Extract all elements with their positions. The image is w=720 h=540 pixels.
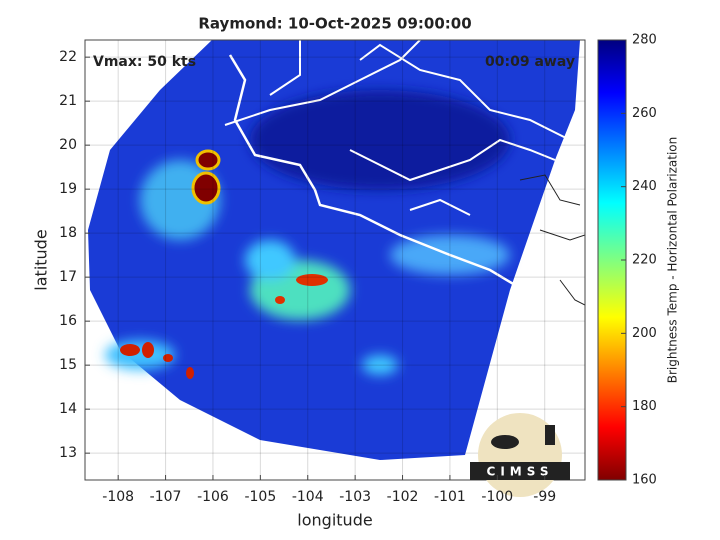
x-tick-label: -106: [197, 489, 229, 505]
x-tick-label: -105: [244, 489, 276, 505]
plot-frame: [84, 39, 586, 481]
y-tick-label: 14: [59, 401, 77, 417]
y-tick-label: 19: [59, 181, 77, 197]
y-tick-label: 22: [59, 49, 77, 65]
y-tick-label: 21: [59, 93, 77, 109]
y-tick-label: 20: [59, 137, 77, 153]
x-tick-label: -102: [387, 489, 419, 505]
annotation: Vmax: 50 kts: [93, 54, 196, 70]
x-tick-label: -99: [533, 489, 556, 505]
x-axis-label: longitude: [297, 511, 372, 530]
x-tick-label: -101: [434, 489, 466, 505]
annotation: 00:09 away: [485, 54, 575, 70]
colorbar-tick-label: 200: [632, 326, 657, 341]
y-axis-label: latitude: [32, 229, 51, 290]
colorbar-tick-label: 280: [632, 33, 657, 48]
y-tick-label: 16: [59, 313, 77, 329]
logo: CIMSS: [470, 413, 570, 497]
colorbar-tick-label: 160: [632, 473, 657, 488]
x-tick-label: -107: [150, 489, 182, 505]
y-tick-label: 18: [59, 225, 77, 241]
x-tick-label: -104: [292, 489, 324, 505]
swath: [88, 40, 585, 460]
y-tick-label: 13: [59, 445, 77, 461]
logo-text: CIMSS: [487, 465, 554, 479]
colorbar-label: Brightness Temp - Horizontal Polarizatio…: [666, 137, 680, 384]
colorbar-tick-label: 180: [632, 399, 657, 414]
colorbar-tick-label: 220: [632, 253, 657, 268]
y-tick-label: 17: [59, 269, 77, 285]
x-tick-label: -103: [339, 489, 371, 505]
chart-title: Raymond: 10-Oct-2025 09:00:00: [198, 15, 471, 33]
colorbar-tick-label: 260: [632, 106, 657, 121]
y-tick-label: 15: [59, 357, 77, 373]
x-tick-label: -108: [102, 489, 134, 505]
colorbar-tick-label: 240: [632, 179, 657, 194]
x-tick-label: -100: [481, 489, 513, 505]
